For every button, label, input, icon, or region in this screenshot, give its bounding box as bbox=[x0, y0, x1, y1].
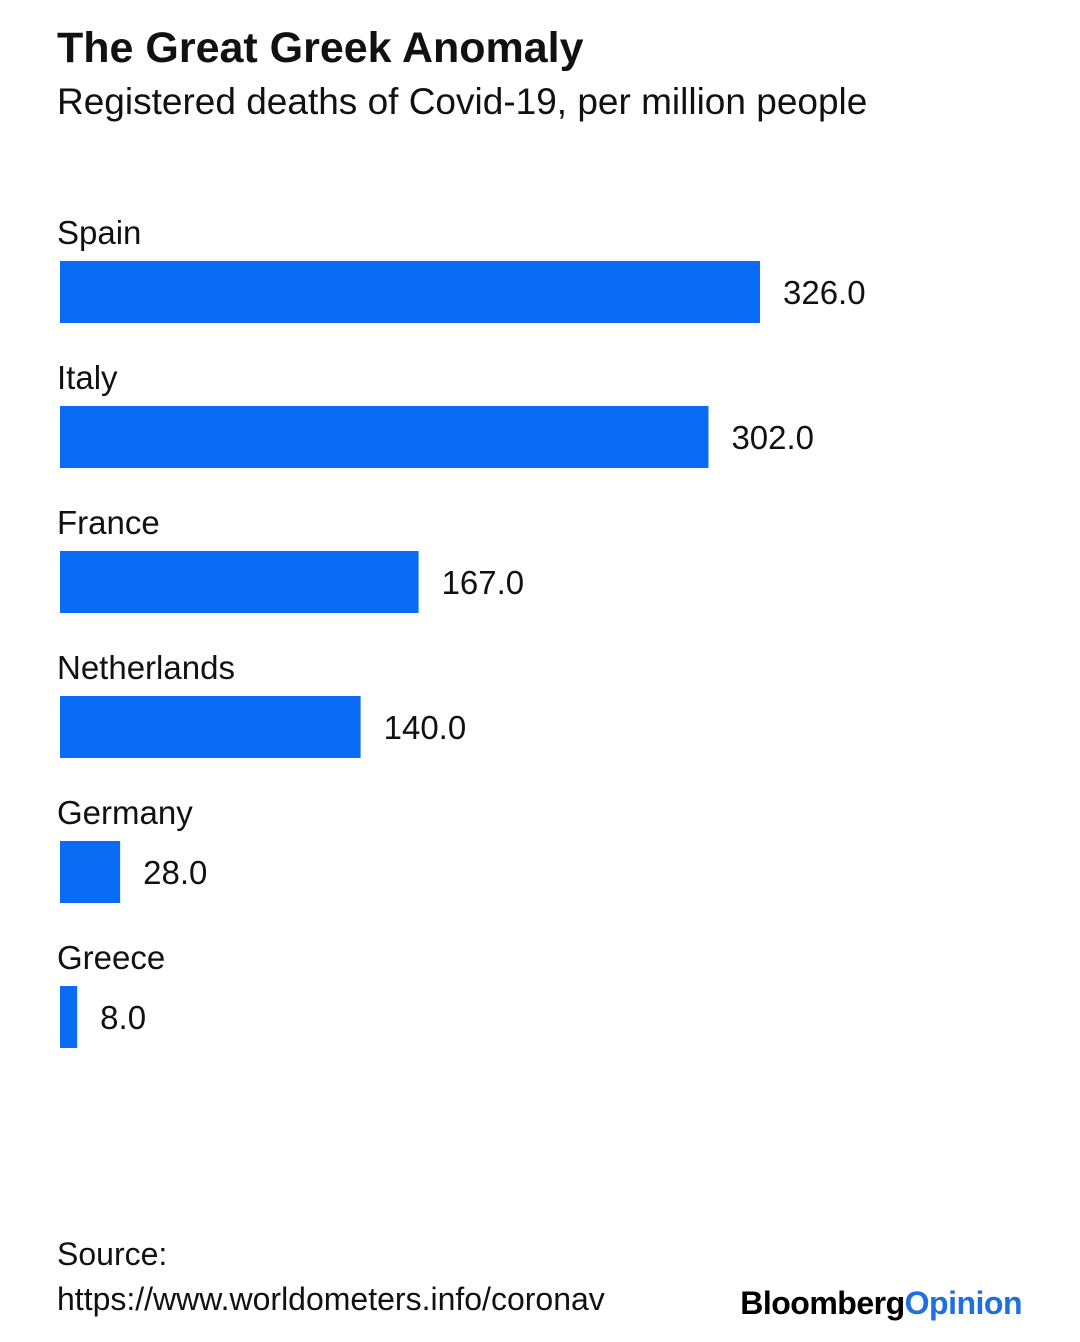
value-label: 28.0 bbox=[143, 854, 207, 891]
category-label: Italy bbox=[57, 359, 118, 396]
chart-title: The Great Greek Anomaly bbox=[57, 24, 584, 72]
value-label: 8.0 bbox=[100, 999, 146, 1036]
logo: BloombergOpinion bbox=[740, 1285, 1022, 1321]
chart-subtitle: Registered deaths of Covid-19, per milli… bbox=[57, 81, 867, 122]
category-label: France bbox=[57, 504, 160, 541]
bar bbox=[60, 406, 709, 468]
category-label: Germany bbox=[57, 794, 193, 831]
value-label: 167.0 bbox=[442, 564, 525, 601]
value-label: 302.0 bbox=[731, 419, 814, 456]
bar bbox=[60, 986, 78, 1048]
value-label: 140.0 bbox=[384, 709, 467, 746]
category-label: Greece bbox=[57, 939, 165, 976]
source-label: Source: bbox=[57, 1236, 167, 1272]
logo-part: Opinion bbox=[905, 1285, 1022, 1321]
bar bbox=[60, 261, 760, 323]
category-label: Spain bbox=[57, 214, 141, 251]
category-label: Netherlands bbox=[57, 649, 235, 686]
logo-part: Bloomberg bbox=[740, 1285, 904, 1321]
bar bbox=[60, 696, 361, 758]
value-label: 326.0 bbox=[783, 274, 866, 311]
bar bbox=[60, 841, 121, 903]
source-url: https://www.worldometers.info/coronav bbox=[57, 1281, 605, 1317]
bar bbox=[60, 551, 419, 613]
